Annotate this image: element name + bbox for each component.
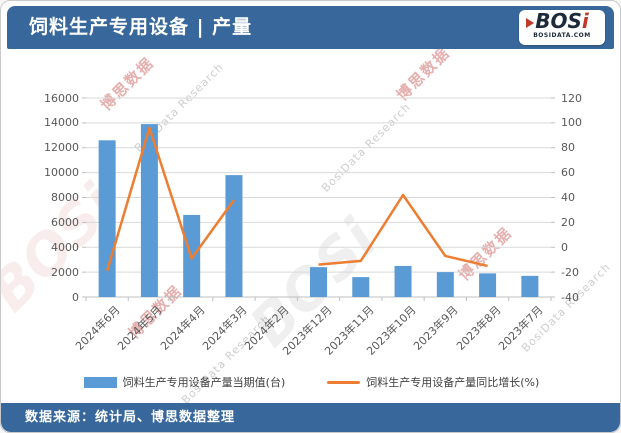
source-footer: 数据来源：统计局、博思数据整理 [1,403,620,432]
y-axis-label-right: -40 [561,290,579,304]
bar-2024年5月 [140,124,158,298]
brand-logo-text: BOSi [519,10,605,32]
brand-logo-domain: BOSIDATA.COM [533,32,591,39]
y-axis-label-right: -20 [561,265,579,279]
brand-logo: BOSi BOSIDATA.COM [519,10,605,45]
legend-bar-label: 饲料生产专用设备产量当期值(台) [122,376,286,389]
bar-2024年6月 [98,140,116,297]
bar-2024年3月 [225,175,243,297]
legend-line-label: 饲料生产专用设备产量同比增长(%) [366,376,540,389]
data-source-text: 数据来源：统计局、博思数据整理 [25,410,236,425]
legend-item-line: 饲料生产专用设备产量同比增长(%) [327,374,539,390]
y-axis-label-right: 60 [561,166,575,180]
y-axis-label-left: 0 [72,290,79,304]
page-title: 饲料生产专用设备 | 产量 [29,16,253,38]
y-axis-label-right: 100 [561,116,582,130]
y-axis-label-left: 14000 [44,116,79,130]
bar-2023年7月 [521,275,539,297]
bar-2023年8月 [479,273,497,297]
y-axis-label-right: 0 [561,240,568,254]
y-axis-label-left: 16000 [44,91,79,105]
line-series [105,126,235,272]
y-axis-label-left: 6000 [51,215,79,229]
app-header: 饲料生产专用设备 | 产量 BOSi BOSIDATA.COM [7,6,614,49]
bar-2023年12月 [310,267,327,297]
y-axis-label-right: 40 [561,191,575,204]
bar-2023年10月 [394,265,412,297]
logo-triangle-icon [526,18,534,28]
y-axis-label-left: 2000 [51,265,79,279]
chart-legend: 饲料生产专用设备产量当期值(台) 饲料生产专用设备产量同比增长(%) [1,374,620,390]
y-axis-label-right: 80 [561,141,575,155]
y-axis-label-left: 8000 [51,191,79,204]
legend-bar-swatch [83,376,117,388]
y-axis-label-left: 4000 [51,240,79,254]
y-axis-label-left: 12000 [44,141,79,155]
y-axis-label-right: 20 [561,215,575,229]
bar-2023年11月 [352,277,370,297]
y-axis-label-left: 10000 [44,166,79,180]
line-series [318,193,488,268]
legend-item-bar: 饲料生产专用设备产量当期值(台) [83,374,286,390]
legend-line-swatch [327,380,361,384]
bar-2023年9月 [436,272,454,297]
y-axis-label-right: 120 [561,91,582,105]
